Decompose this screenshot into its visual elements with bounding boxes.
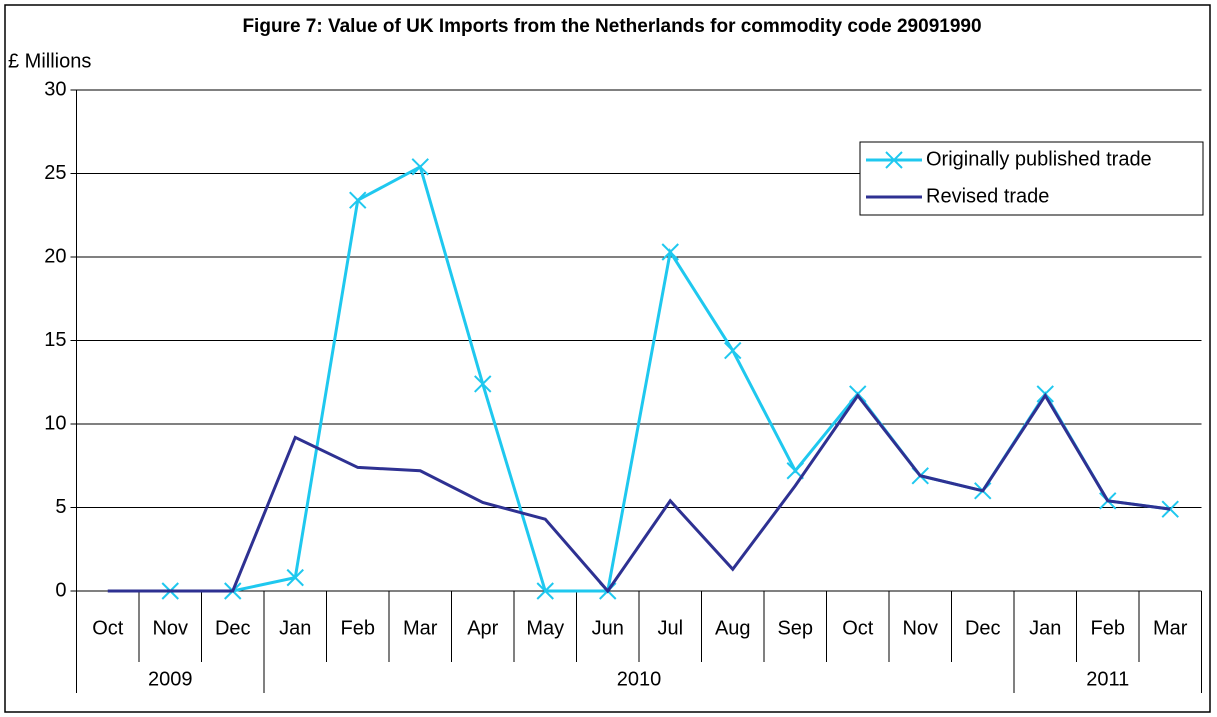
chart-title: Figure 7: Value of UK Imports from the N… (242, 16, 981, 37)
group-label: 2011 (1086, 668, 1129, 690)
point-marker (411, 158, 429, 176)
x-tick-label: Dec (215, 617, 251, 639)
y-tick-label: 25 (44, 162, 66, 184)
x-tick-label: Mar (1153, 617, 1188, 639)
point-marker (661, 243, 679, 261)
x-tick-label: Jun (592, 617, 624, 639)
legend-label: Revised trade (926, 185, 1049, 207)
x-tick-label: Apr (467, 617, 498, 639)
x-tick-label: Mar (403, 617, 438, 639)
x-tick-label: Dec (965, 617, 1001, 639)
y-tick-label: 0 (55, 579, 66, 601)
x-tick-label: Sep (777, 617, 813, 639)
x-tick-label: Jan (279, 617, 311, 639)
x-tick-label: Feb (1091, 617, 1125, 639)
y-tick-label: 20 (44, 245, 66, 267)
point-marker (536, 582, 554, 600)
legend-marker (885, 151, 903, 169)
point-marker (474, 375, 492, 393)
x-tick-label: Oct (842, 617, 874, 639)
point-marker (724, 341, 742, 360)
point-marker (349, 191, 367, 209)
x-tick-label: May (526, 617, 564, 639)
x-tick-label: Oct (92, 617, 124, 639)
group-label: 2010 (617, 668, 662, 690)
y-tick-label: 15 (44, 329, 66, 351)
chart-border (4, 4, 1211, 713)
y-axis-label: £ Millions (8, 50, 91, 72)
legend-box (859, 141, 1204, 216)
x-tick-label: Jul (657, 617, 683, 639)
x-tick-label: Nov (152, 617, 188, 639)
x-tick-label: Feb (341, 617, 375, 639)
x-tick-label: Aug (715, 617, 751, 639)
x-tick-label: Nov (902, 617, 938, 639)
y-tick-label: 5 (55, 496, 66, 518)
series-line (107, 392, 1171, 594)
y-tick-label: 30 (44, 78, 66, 100)
point-marker (286, 568, 304, 587)
legend-label: Originally published trade (926, 148, 1152, 170)
group-label: 2009 (148, 668, 193, 690)
y-tick-label: 10 (44, 412, 66, 434)
x-tick-label: Jan (1029, 617, 1061, 639)
